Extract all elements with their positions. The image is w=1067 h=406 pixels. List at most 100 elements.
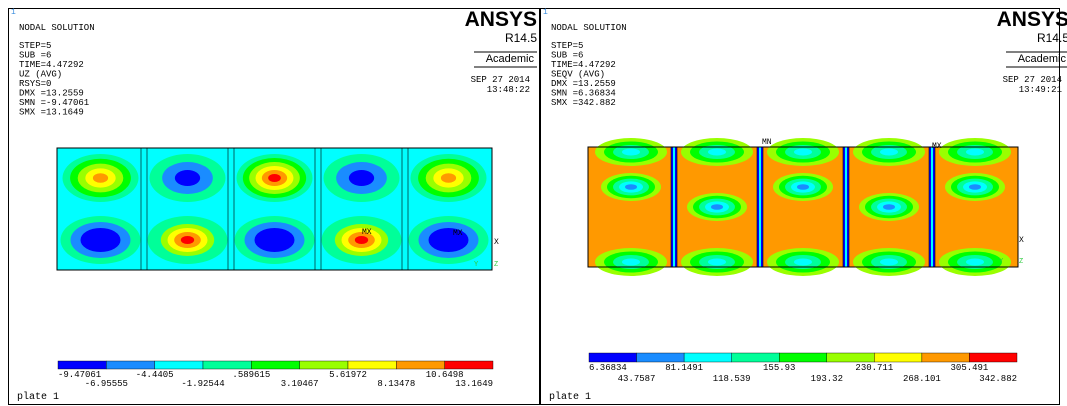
legend-swatch <box>874 352 923 363</box>
header: NODAL SOLUTION <box>19 23 95 33</box>
footer: plate 1 <box>17 391 59 403</box>
info-line: SMN =-9.47061 <box>19 98 89 108</box>
plate-joint <box>673 147 675 267</box>
legend-label: 5.61972 <box>329 370 367 380</box>
panel-frame <box>540 8 1060 405</box>
info-line: STEP=5 <box>551 41 583 51</box>
legend-label: -1.92544 <box>181 379 224 389</box>
contour <box>268 174 281 182</box>
contour <box>708 258 726 266</box>
info-line: DMX =13.2559 <box>551 79 616 89</box>
info-line: SUB =6 <box>19 51 51 61</box>
legend-label: 118.539 <box>713 374 751 384</box>
info-line: TIME=4.47292 <box>19 60 84 70</box>
marker-label: X <box>494 238 499 247</box>
legend-label: 155.93 <box>763 363 795 373</box>
info-line: RSYS=0 <box>19 79 51 89</box>
contour <box>625 184 637 190</box>
footer: plate 1 <box>549 391 591 403</box>
marker-label: Z <box>494 261 498 269</box>
marker-label: X <box>1019 236 1024 245</box>
contour <box>883 204 895 210</box>
info-line: SEQV (AVG) <box>551 70 605 80</box>
marker-label: Y <box>474 261 479 269</box>
edition: Academic <box>1018 53 1067 65</box>
marker-label: Z <box>1019 258 1023 266</box>
legend-swatch <box>202 360 252 370</box>
info-line: SMX =342.882 <box>551 98 616 108</box>
legend-label: 43.7587 <box>618 374 656 384</box>
marker-label: MN <box>762 138 772 147</box>
legend-swatch <box>969 352 1018 363</box>
version: R14.5 <box>1037 31 1067 45</box>
legend-swatch <box>57 360 107 370</box>
legend-label: 3.10467 <box>281 379 319 389</box>
corner-label: 1 <box>11 8 16 17</box>
plate-joint <box>317 148 319 270</box>
legend-label: -4.4405 <box>136 370 174 380</box>
plot-frame <box>56 147 493 271</box>
contour <box>794 148 812 156</box>
info-line: TIME=4.47292 <box>551 60 616 70</box>
contour <box>880 258 898 266</box>
plot-area <box>587 146 1019 268</box>
legend-label: 6.36834 <box>589 363 627 373</box>
legend-swatch <box>636 352 685 363</box>
contour <box>794 258 812 266</box>
date: SEP 27 2014 <box>1003 75 1062 85</box>
legend-swatch <box>683 352 732 363</box>
plate-joint <box>230 148 232 270</box>
plate-joint <box>931 147 933 267</box>
legend-swatch <box>588 352 637 363</box>
version: R14.5 <box>505 31 537 45</box>
legend-label: 81.1491 <box>665 363 703 373</box>
panel-frame <box>8 8 540 405</box>
legend-swatch <box>921 352 970 363</box>
legend-label: 268.101 <box>903 374 941 384</box>
legend-swatch <box>251 360 300 370</box>
legend-swatch <box>106 360 155 370</box>
legend-label: 305.491 <box>951 363 989 373</box>
header: NODAL SOLUTION <box>551 23 627 33</box>
info-line: STEP=5 <box>19 41 51 51</box>
legend-label: -9.47061 <box>58 370 101 380</box>
contour <box>438 234 459 246</box>
contour <box>174 170 201 186</box>
contour <box>92 173 109 183</box>
info-line: SMX =13.1649 <box>19 108 84 118</box>
plate-joint <box>143 148 145 270</box>
contour <box>708 148 726 156</box>
legend-swatch <box>396 360 445 370</box>
legend-label: .589615 <box>232 370 270 380</box>
contour <box>966 258 984 266</box>
contour <box>711 204 723 210</box>
legend-label: 193.32 <box>811 374 843 384</box>
info-line: UZ (AVG) <box>19 70 62 80</box>
legend-swatch <box>347 360 397 370</box>
info-line: SMN =6.36834 <box>551 89 616 99</box>
legend-label: 342.882 <box>979 374 1017 384</box>
marker-label: MX <box>362 228 372 237</box>
contour <box>969 184 981 190</box>
plate-joint <box>759 147 761 267</box>
legend-swatch <box>444 360 494 370</box>
marker-label: MX <box>453 229 463 238</box>
contour <box>966 148 984 156</box>
plot-frame <box>587 146 1019 268</box>
info-line: DMX =13.2559 <box>19 89 84 99</box>
legend-label: 8.13478 <box>377 379 415 389</box>
contour <box>354 236 369 244</box>
contour <box>622 148 640 156</box>
time: 13:49:21 <box>1019 85 1062 95</box>
contour <box>622 258 640 266</box>
contour <box>880 148 898 156</box>
contour <box>797 184 809 190</box>
marker-label: Y <box>999 258 1004 266</box>
date: SEP 27 2014 <box>471 75 530 85</box>
marker-label: MX <box>932 142 942 151</box>
brand: ANSYS <box>997 8 1067 31</box>
brand: ANSYS <box>465 8 537 31</box>
contour <box>90 234 111 246</box>
contour <box>348 170 375 186</box>
